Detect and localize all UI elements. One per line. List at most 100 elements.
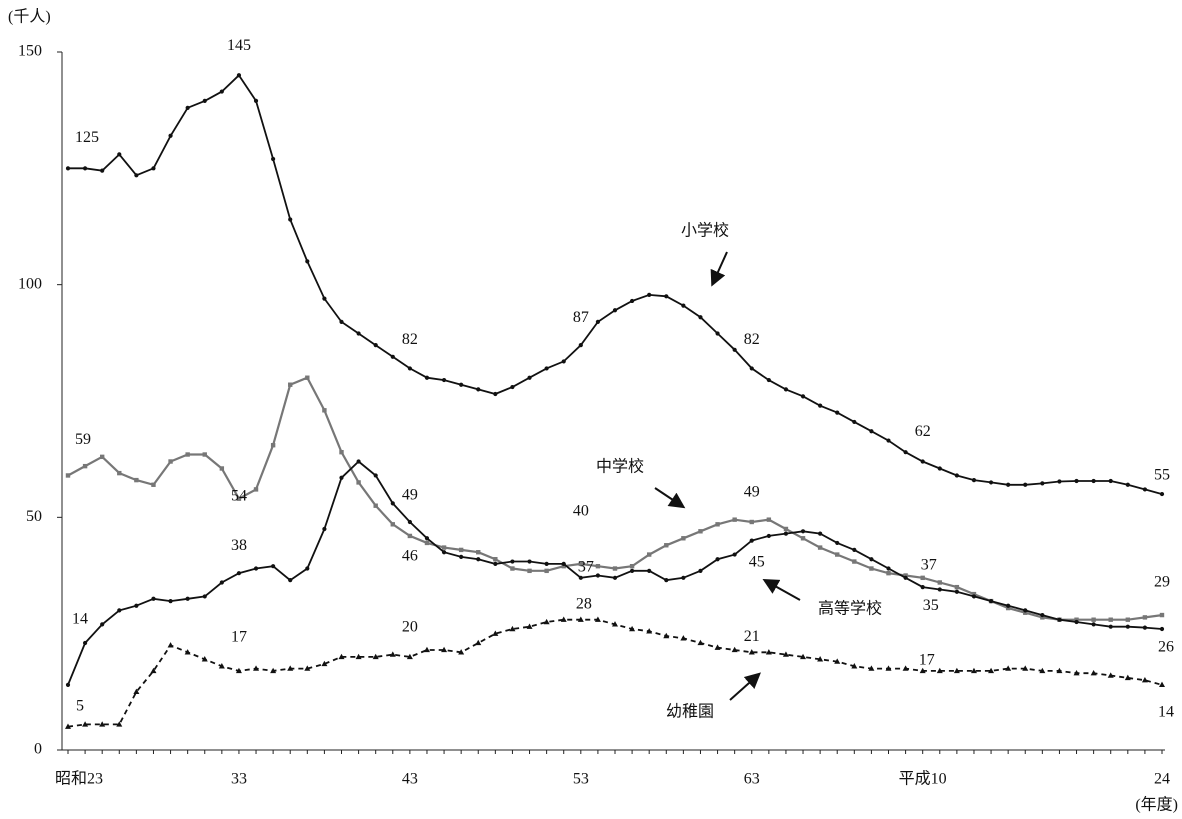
marker xyxy=(458,649,465,655)
x-tick-label: 63 xyxy=(744,771,760,788)
marker xyxy=(151,166,156,171)
marker xyxy=(459,554,464,559)
marker xyxy=(1107,672,1114,678)
marker xyxy=(937,466,942,471)
marker xyxy=(971,478,977,483)
marker xyxy=(1124,674,1131,681)
marker xyxy=(322,408,327,413)
data-label: 20 xyxy=(402,619,418,636)
marker xyxy=(100,168,105,173)
marker xyxy=(835,552,840,557)
marker xyxy=(612,575,618,580)
marker xyxy=(202,98,207,103)
marker xyxy=(271,156,276,162)
x-axis-label: (年度) xyxy=(1135,796,1178,814)
marker xyxy=(732,517,737,522)
marker xyxy=(1108,624,1113,629)
marker xyxy=(236,571,242,576)
marker xyxy=(322,526,327,532)
marker xyxy=(698,315,703,320)
data-label: 54 xyxy=(231,487,247,504)
marker xyxy=(305,259,310,264)
marker xyxy=(373,473,378,478)
y-tick-label: 100 xyxy=(18,275,42,292)
marker xyxy=(1108,617,1113,622)
marker xyxy=(1023,608,1028,613)
marker xyxy=(424,375,430,380)
marker xyxy=(577,616,584,622)
marker xyxy=(1142,487,1148,492)
marker xyxy=(510,559,515,564)
data-label: 5 xyxy=(76,697,84,714)
marker xyxy=(218,663,225,669)
marker xyxy=(749,538,754,543)
marker xyxy=(869,557,874,562)
marker xyxy=(783,526,789,532)
data-label: 26 xyxy=(1158,639,1174,656)
marker xyxy=(731,646,738,653)
marker xyxy=(885,665,892,671)
marker xyxy=(971,591,977,597)
marker xyxy=(1125,624,1130,629)
marker xyxy=(82,166,88,171)
marker xyxy=(441,545,447,550)
marker xyxy=(903,575,908,580)
marker xyxy=(544,568,549,574)
marker xyxy=(322,296,327,301)
marker xyxy=(236,73,242,78)
marker xyxy=(937,587,942,592)
marker xyxy=(356,331,361,336)
marker xyxy=(253,487,259,492)
marker xyxy=(544,561,549,566)
marker xyxy=(168,598,173,604)
x-tick-label: 33 xyxy=(231,771,247,788)
marker xyxy=(698,529,703,534)
marker xyxy=(1090,670,1097,676)
marker xyxy=(99,721,106,727)
marker xyxy=(732,347,737,352)
marker xyxy=(219,580,224,585)
marker xyxy=(561,561,566,566)
data-label: 40 xyxy=(573,503,589,520)
marker xyxy=(1108,478,1113,484)
marker xyxy=(544,366,549,371)
marker xyxy=(920,459,925,464)
marker xyxy=(1125,617,1131,622)
marker xyxy=(765,649,772,655)
marker xyxy=(1073,670,1080,676)
marker xyxy=(424,536,430,541)
marker xyxy=(527,559,532,564)
marker xyxy=(766,533,771,539)
marker xyxy=(953,667,960,674)
marker xyxy=(288,382,293,387)
marker xyxy=(664,294,669,299)
marker xyxy=(65,473,71,478)
marker xyxy=(595,573,601,578)
marker xyxy=(304,665,311,671)
marker xyxy=(817,656,824,662)
marker xyxy=(629,563,635,569)
series-annotation: 高等学校 xyxy=(818,600,882,618)
marker xyxy=(800,529,806,534)
marker xyxy=(305,566,310,571)
marker xyxy=(116,721,123,727)
marker xyxy=(1022,665,1029,671)
marker xyxy=(475,639,482,646)
marker xyxy=(406,653,413,660)
marker xyxy=(543,618,550,625)
marker xyxy=(595,563,601,569)
marker xyxy=(1005,665,1012,671)
marker xyxy=(869,429,874,434)
data-label: 17 xyxy=(919,652,935,669)
marker xyxy=(339,475,344,480)
marker xyxy=(629,298,635,304)
marker xyxy=(1074,617,1079,622)
marker xyxy=(714,644,721,650)
marker xyxy=(356,480,361,485)
marker xyxy=(1159,612,1165,618)
marker xyxy=(1142,615,1148,620)
data-label: 49 xyxy=(402,487,418,504)
marker xyxy=(1023,482,1028,487)
marker xyxy=(919,667,926,674)
marker xyxy=(868,665,875,671)
